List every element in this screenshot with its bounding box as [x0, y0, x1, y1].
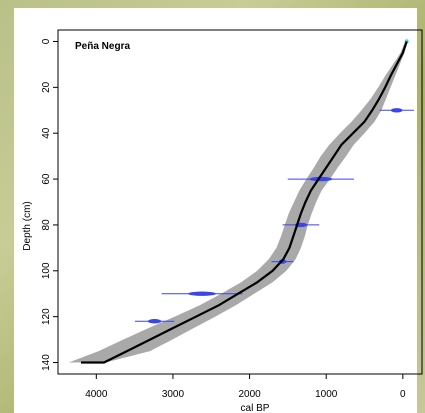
date-probability-mark: [309, 176, 333, 182]
confidence-envelope: [68, 41, 408, 363]
y-tick-label: 40: [41, 127, 52, 139]
x-tick-label: 2000: [238, 389, 261, 400]
y-tick-label: 20: [41, 81, 52, 93]
y-tick-label: 0: [41, 38, 52, 44]
x-tick-label: 1000: [315, 389, 338, 400]
plot-frame: [57, 29, 423, 375]
chart-title: Peña Negra: [75, 41, 130, 52]
x-axis-title: cal BP: [241, 403, 270, 413]
y-axis-title: Depth (cm): [22, 201, 33, 250]
x-axis: 4000 3000 2000 1000 0: [85, 374, 406, 400]
y-axis: 0 20 40 60 80 100 120 140: [41, 38, 58, 371]
x-tick-label: 3000: [162, 389, 185, 400]
figure-panel: [14, 8, 417, 413]
x-tick-label: 4000: [85, 389, 108, 400]
dated-sample: [287, 176, 354, 182]
confidence-envelope-layer: [68, 41, 408, 363]
y-tick-label: 120: [41, 308, 52, 325]
y-tick-label: 100: [41, 262, 52, 279]
date-probability-mark: [188, 291, 216, 296]
y-tick-label: 140: [41, 354, 52, 371]
x-tick-label: 0: [400, 389, 406, 400]
y-tick-label: 60: [41, 173, 52, 185]
date-probability-mark: [147, 319, 162, 324]
age-depth-model-line: [81, 41, 408, 364]
dated-sample: [379, 108, 414, 113]
dated-sample: [134, 319, 175, 324]
dated-sample: [161, 291, 243, 296]
model-line-layer: [81, 41, 408, 364]
y-tick-label: 80: [41, 219, 52, 231]
date-probability-mark: [390, 108, 403, 113]
